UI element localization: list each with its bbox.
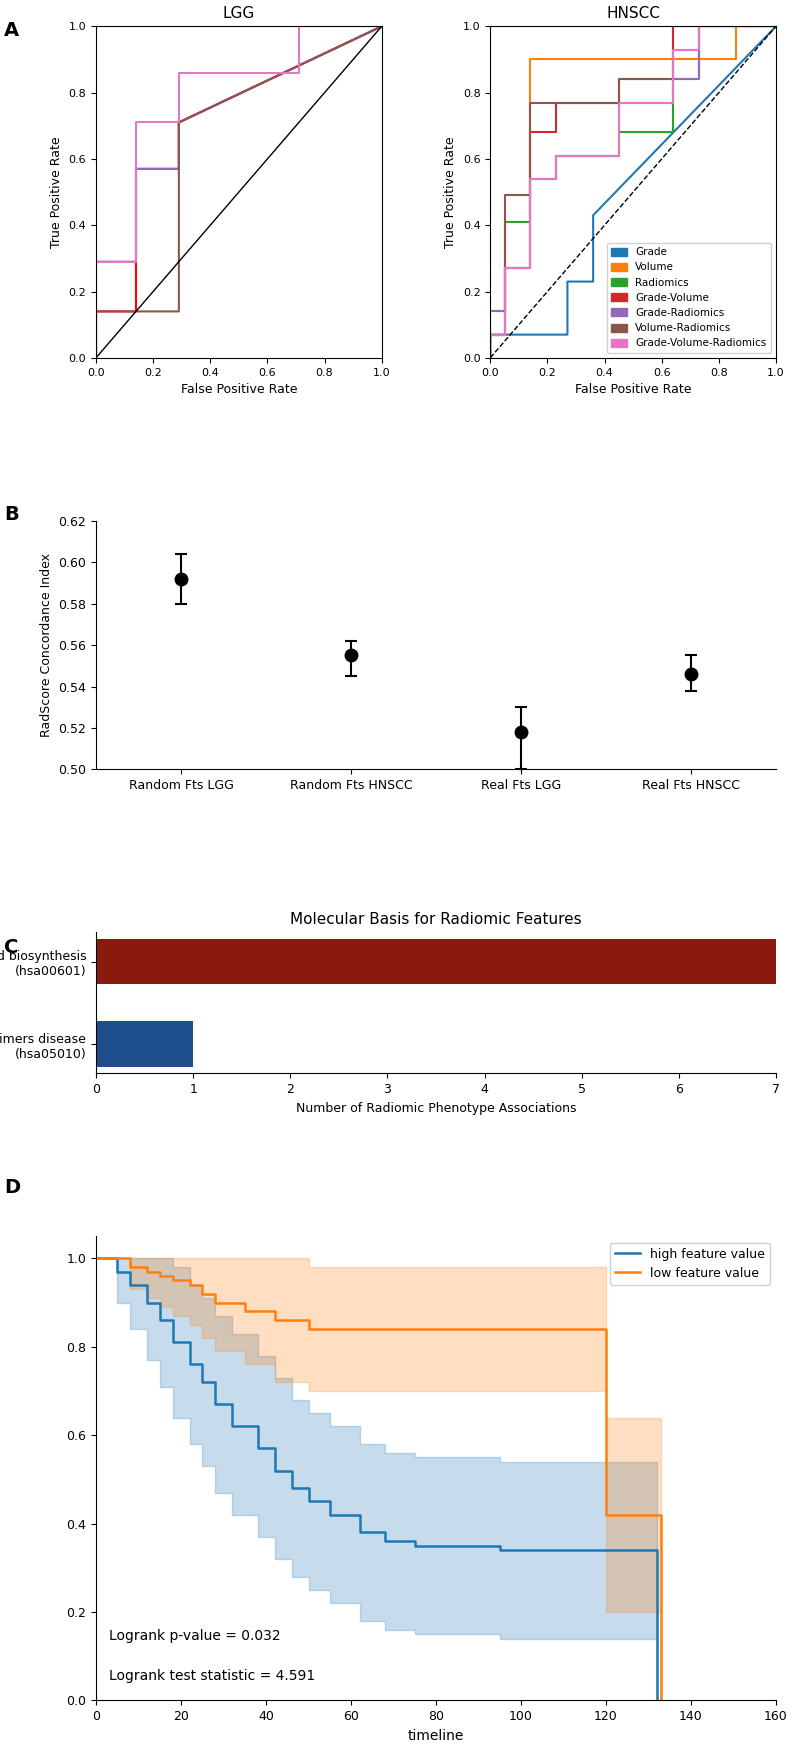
low feature value: [270, 1309, 279, 1331]
high feature value: [185, 1353, 194, 1374]
low feature value: [474, 1318, 483, 1339]
high feature value: [125, 1274, 134, 1295]
low feature value: [168, 1269, 178, 1290]
high feature value: [304, 1492, 314, 1513]
X-axis label: False Positive Rate: False Positive Rate: [575, 384, 691, 396]
high feature value: [168, 1332, 178, 1353]
X-axis label: timeline: timeline: [408, 1728, 464, 1742]
high feature value: [210, 1394, 220, 1415]
Text: A: A: [4, 21, 19, 40]
Text: C: C: [4, 938, 18, 957]
low feature value: [398, 1318, 407, 1339]
low feature value: [210, 1292, 220, 1313]
X-axis label: Number of Radiomic Phenotype Associations: Number of Radiomic Phenotype Association…: [296, 1101, 576, 1115]
low feature value: [516, 1318, 526, 1339]
high feature value: [155, 1309, 165, 1331]
low feature value: [338, 1318, 347, 1339]
high feature value: [602, 1539, 611, 1560]
low feature value: [558, 1318, 568, 1339]
low feature value: [142, 1260, 152, 1281]
high feature value: [538, 1539, 547, 1560]
Y-axis label: RadScore Concordance Index: RadScore Concordance Index: [40, 554, 53, 736]
Title: HNSCC: HNSCC: [606, 5, 660, 21]
Text: Logrank p-value = 0.032: Logrank p-value = 0.032: [109, 1629, 280, 1643]
high feature value: [198, 1371, 207, 1392]
high feature value: [453, 1536, 462, 1557]
Text: B: B: [4, 505, 18, 524]
low feature value: [91, 1248, 101, 1269]
low feature value: [185, 1274, 194, 1295]
low feature value: [125, 1257, 134, 1278]
high feature value: [410, 1536, 419, 1557]
Text: Logrank test statistic = 4.591: Logrank test statistic = 4.591: [109, 1669, 315, 1683]
Bar: [96, 1022, 193, 1068]
Legend: Grade, Volume, Radiomics, Grade-Volume, Grade-Radiomics, Volume-Radiomics, Grade: Grade, Volume, Radiomics, Grade-Volume, …: [607, 244, 770, 352]
low feature value: [155, 1266, 165, 1287]
high feature value: [380, 1530, 390, 1551]
X-axis label: False Positive Rate: False Positive Rate: [181, 384, 297, 396]
low feature value: [198, 1283, 207, 1304]
high feature value: [644, 1539, 654, 1560]
Legend: high feature value, low feature value: high feature value, low feature value: [610, 1243, 770, 1285]
Y-axis label: True Positive Rate: True Positive Rate: [444, 137, 458, 247]
high feature value: [91, 1248, 101, 1269]
high feature value: [495, 1539, 505, 1560]
high feature value: [113, 1260, 122, 1281]
Title: LGG: LGG: [222, 5, 255, 21]
Title: Molecular Basis for Radiomic Features: Molecular Basis for Radiomic Features: [290, 912, 582, 927]
high feature value: [270, 1460, 279, 1481]
Text: D: D: [4, 1178, 20, 1197]
low feature value: [304, 1318, 314, 1339]
low feature value: [602, 1504, 611, 1525]
Line: high feature value: high feature value: [96, 1259, 657, 1700]
low feature value: [644, 1504, 654, 1525]
high feature value: [325, 1504, 334, 1525]
low feature value: [113, 1248, 122, 1269]
Line: low feature value: low feature value: [96, 1259, 662, 1700]
low feature value: [657, 1690, 666, 1711]
low feature value: [431, 1318, 441, 1339]
high feature value: [227, 1416, 237, 1437]
high feature value: [253, 1437, 262, 1458]
Bar: [96, 940, 776, 983]
high feature value: [354, 1522, 364, 1543]
Y-axis label: True Positive Rate: True Positive Rate: [50, 137, 63, 247]
high feature value: [652, 1690, 662, 1711]
high feature value: [142, 1292, 152, 1313]
high feature value: [286, 1478, 296, 1499]
low feature value: [240, 1301, 250, 1322]
low feature value: [367, 1318, 377, 1339]
